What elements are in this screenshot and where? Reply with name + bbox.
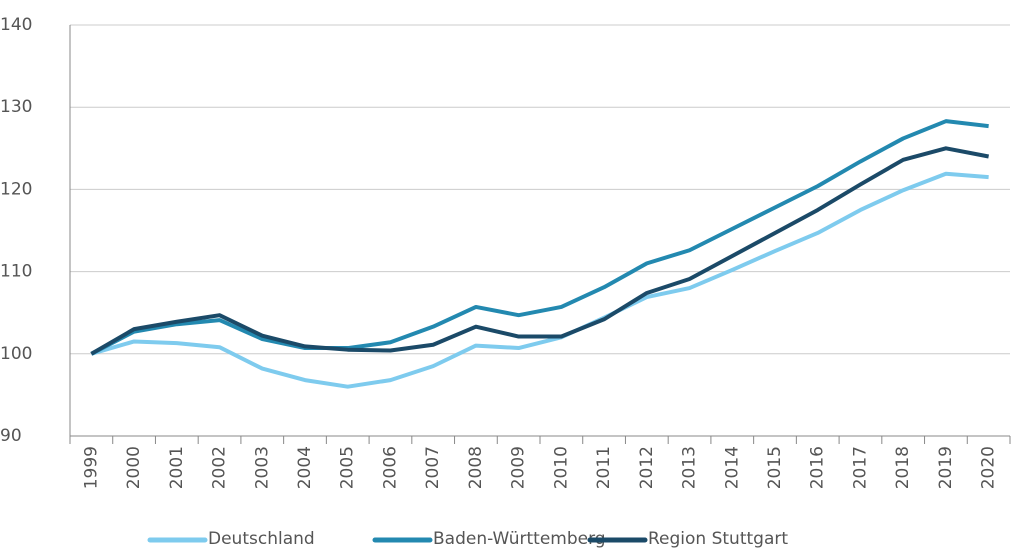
x-tick-label: 2013 bbox=[680, 446, 700, 489]
legend-label: Baden-Württemberg bbox=[433, 529, 606, 549]
x-tick-label: 2003 bbox=[252, 446, 272, 489]
x-tick-label: 2019 bbox=[936, 446, 956, 489]
y-tick-label: 110 bbox=[0, 262, 32, 282]
legend-label: Deutschland bbox=[208, 529, 315, 549]
x-tick-label: 1999 bbox=[81, 446, 101, 489]
x-tick-label: 2020 bbox=[979, 446, 999, 489]
x-tick-label: 2018 bbox=[893, 446, 913, 489]
legend-label: Region Stuttgart bbox=[648, 529, 788, 549]
line-series bbox=[90, 171, 989, 389]
x-tick-label: 2016 bbox=[808, 446, 828, 489]
x-tick-label: 2010 bbox=[551, 446, 571, 489]
line-series bbox=[90, 146, 990, 356]
x-tick-label: 2014 bbox=[722, 446, 742, 489]
line-series bbox=[90, 119, 989, 356]
x-tick-label: 2012 bbox=[637, 446, 657, 489]
x-tick-label: 2002 bbox=[210, 446, 230, 489]
y-tick-label: 120 bbox=[0, 179, 32, 199]
x-tick-label: 2007 bbox=[423, 446, 443, 489]
x-tick-label: 2001 bbox=[167, 446, 187, 489]
x-tick-label: 2008 bbox=[466, 446, 486, 489]
y-tick-label: 140 bbox=[0, 15, 32, 35]
x-tick-label: 2011 bbox=[594, 446, 614, 489]
x-tick-label: 2000 bbox=[124, 446, 144, 489]
x-tick-label: 2015 bbox=[765, 446, 785, 489]
y-tick-label: 90 bbox=[0, 426, 22, 446]
x-tick-label: 2004 bbox=[295, 446, 315, 489]
y-tick-label: 130 bbox=[0, 97, 32, 117]
x-tick-label: 2006 bbox=[380, 446, 400, 489]
x-tick-label: 2017 bbox=[850, 446, 870, 489]
y-tick-label: 100 bbox=[0, 344, 32, 364]
x-tick-label: 2009 bbox=[509, 446, 529, 489]
x-tick-label: 2005 bbox=[338, 446, 358, 489]
